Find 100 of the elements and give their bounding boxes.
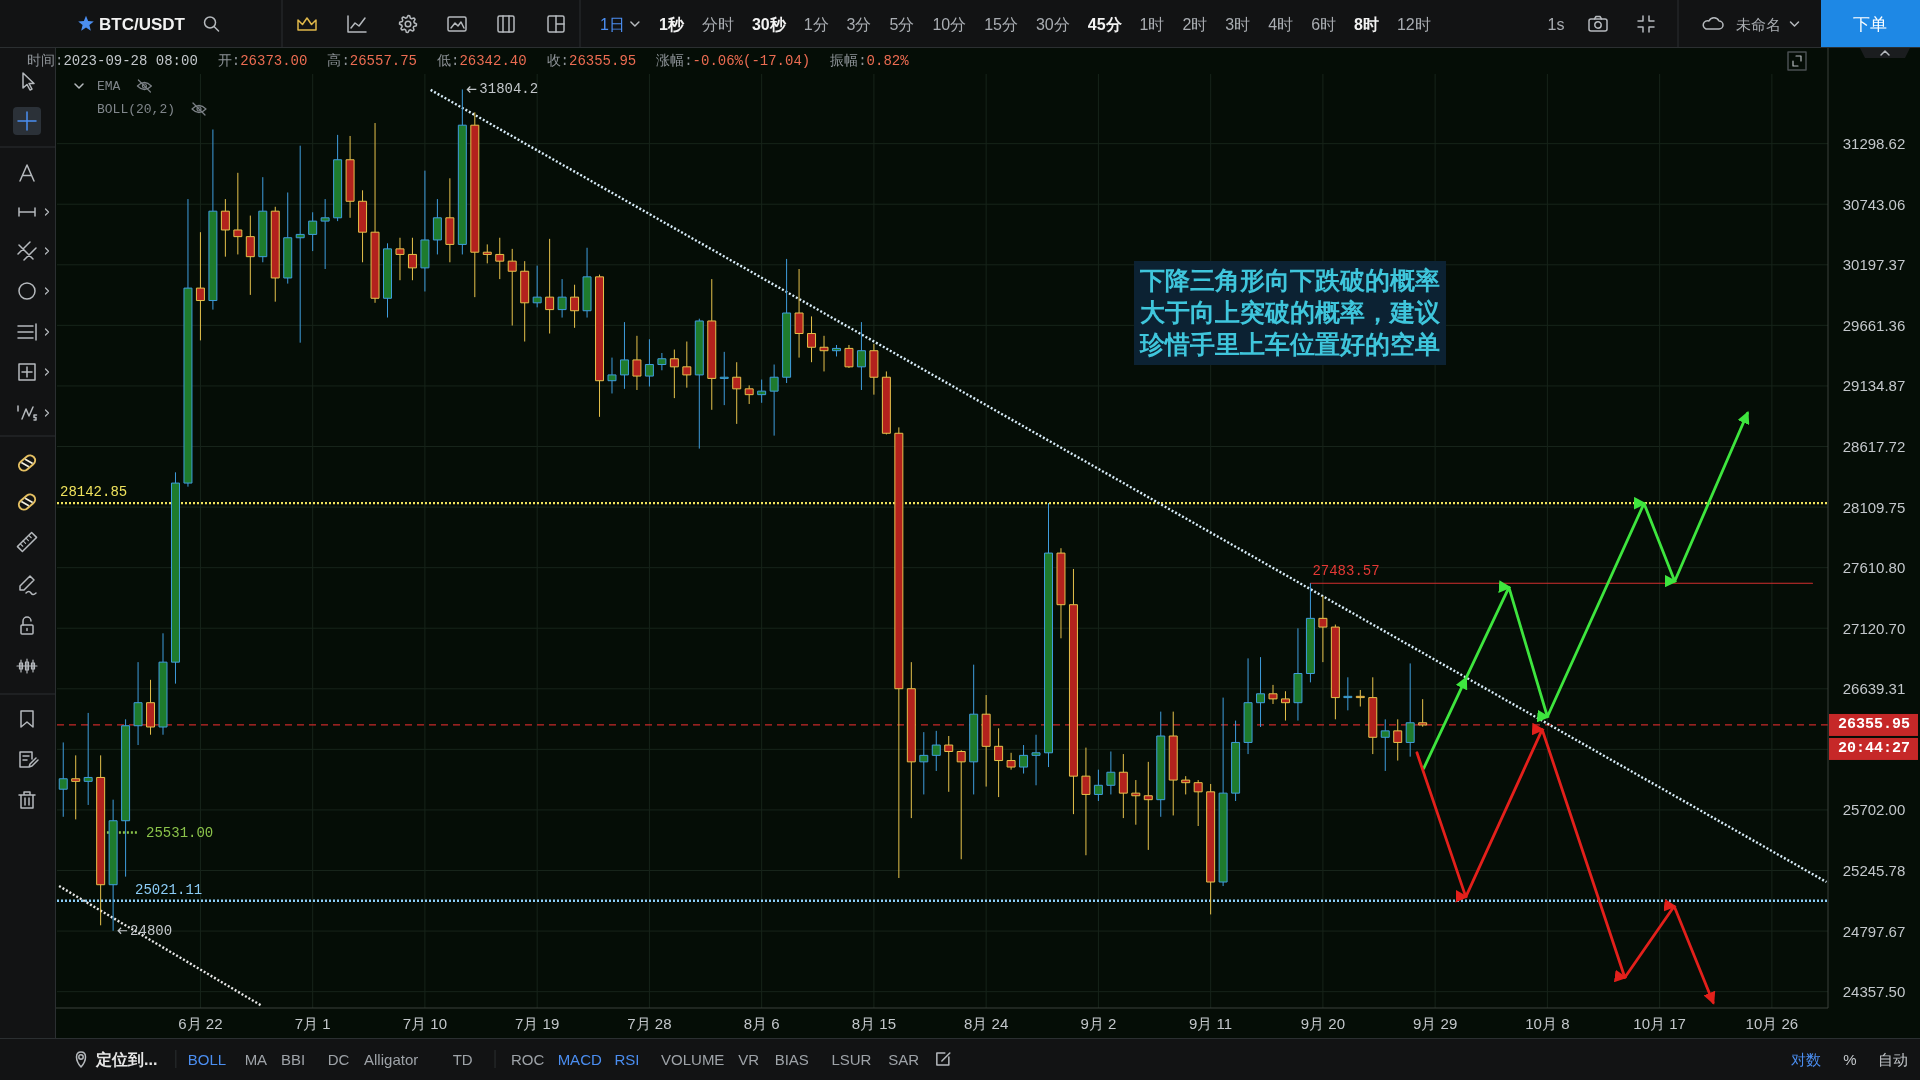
candlestick: [308, 211, 318, 252]
candlestick: [183, 198, 193, 488]
text: 对数: [1791, 1050, 1821, 1068]
candlestick: [1243, 657, 1253, 755]
text: BOLL: [187, 1050, 227, 1068]
candlestick: [1031, 734, 1041, 786]
y-tick-label: 25702.00: [1842, 801, 1906, 819]
candlestick: [1380, 718, 1390, 772]
annotation: BOLL(20,2): [97, 101, 176, 117]
text: 1秒: [659, 15, 685, 33]
text: 下单: [1853, 14, 1887, 34]
candlestick: [832, 344, 841, 357]
candlestick: [258, 176, 268, 263]
candlestick: [919, 731, 929, 795]
y-tick-label: 27120.70: [1842, 619, 1906, 637]
candlestick: [507, 248, 517, 327]
candlestick: [844, 344, 854, 369]
text: Alligator: [364, 1050, 419, 1068]
candlestick: [383, 242, 392, 319]
candlestick: [1006, 752, 1016, 771]
y-tick-label: 24797.67: [1842, 922, 1906, 940]
candlestick: [969, 664, 979, 795]
text: 4时: [1268, 15, 1294, 33]
candlestick: [345, 135, 355, 219]
candlestick: [557, 278, 567, 319]
candlestick: [1106, 750, 1116, 795]
candlestick: [694, 318, 704, 450]
text: 20:44:27: [1837, 740, 1911, 758]
candlestick: [146, 679, 156, 736]
text: 6时: [1311, 15, 1337, 33]
candlestick: [707, 278, 717, 411]
y-tick-label: 25245.78: [1842, 862, 1906, 880]
text: 12时: [1396, 15, 1431, 33]
candlestick: [782, 258, 792, 384]
text: 10分: [932, 15, 967, 33]
candlestick: [208, 129, 218, 311]
annotation: 31804.2: [479, 81, 539, 98]
candlestick: [320, 198, 330, 270]
candlestick: [794, 268, 804, 359]
text: 高:26557.75: [327, 53, 418, 69]
annotation: 24800: [130, 922, 173, 939]
candlestick: [245, 215, 255, 296]
y-tick-label: 29134.87: [1842, 377, 1906, 395]
candlestick: [195, 231, 205, 341]
y-tick-label: 30197.37: [1842, 256, 1906, 274]
candlestick: [669, 349, 679, 399]
candlestick: [1293, 627, 1303, 722]
candlestick: [482, 243, 492, 264]
candlestick: [732, 361, 742, 425]
text: LSUR: [831, 1050, 872, 1068]
candlestick: [83, 712, 93, 806]
x-tick-label: 7月 28: [627, 1014, 672, 1032]
text: 1日: [600, 15, 625, 33]
x-tick-label: 8月 15: [851, 1014, 897, 1032]
candlestick: [757, 379, 767, 404]
candlestick: [682, 341, 692, 389]
ref-line-label: 25021.11: [135, 881, 203, 898]
candlestick: [1318, 595, 1328, 663]
candlestick: [956, 749, 966, 860]
candlestick: [295, 145, 305, 344]
candlestick: [1268, 684, 1278, 705]
y-tick-label: 28109.75: [1842, 498, 1906, 516]
candlestick: [881, 370, 891, 435]
candlestick: [220, 198, 230, 258]
candlestick: [1206, 783, 1216, 915]
candlestick: [407, 237, 417, 281]
candlestick: [1181, 775, 1191, 795]
candlestick: [1330, 624, 1340, 720]
x-tick-label: 10月 8: [1525, 1014, 1570, 1032]
candlestick: [894, 426, 904, 879]
y-tick-label: 31298.62: [1842, 135, 1906, 153]
text: 3时: [1225, 15, 1251, 33]
candlestick: [133, 661, 143, 746]
candlestick: [644, 338, 654, 388]
text: BBI: [281, 1050, 306, 1068]
candlestick: [582, 247, 592, 319]
y-tick-label: 30743.06: [1842, 195, 1906, 213]
text: 30分: [1035, 15, 1070, 33]
text: TD: [452, 1050, 473, 1068]
candlestick: [931, 730, 941, 772]
x-tick-label: 7月 19: [515, 1014, 560, 1032]
text: DC: [327, 1050, 350, 1068]
text: 低:26342.40: [437, 53, 527, 69]
candlestick: [994, 727, 1004, 798]
text: MACD: [557, 1050, 602, 1068]
candlestick: [358, 189, 368, 263]
candlestick: [1156, 711, 1166, 818]
candlestick: [1093, 769, 1103, 802]
text: 涨幅:-0.06%(-17.04): [656, 53, 811, 69]
candlestick: [233, 172, 243, 255]
candlestick: [270, 206, 280, 303]
x-tick-label: 10月 17: [1633, 1014, 1686, 1032]
candlestick: [595, 274, 605, 418]
candlestick: [769, 364, 779, 437]
candlestick: [370, 122, 380, 304]
candlestick: [1118, 753, 1128, 819]
candlestick: [1131, 779, 1141, 826]
candlestick: [807, 315, 817, 363]
candlestick: [71, 754, 81, 820]
y-tick-label: 24357.50: [1842, 983, 1906, 1001]
